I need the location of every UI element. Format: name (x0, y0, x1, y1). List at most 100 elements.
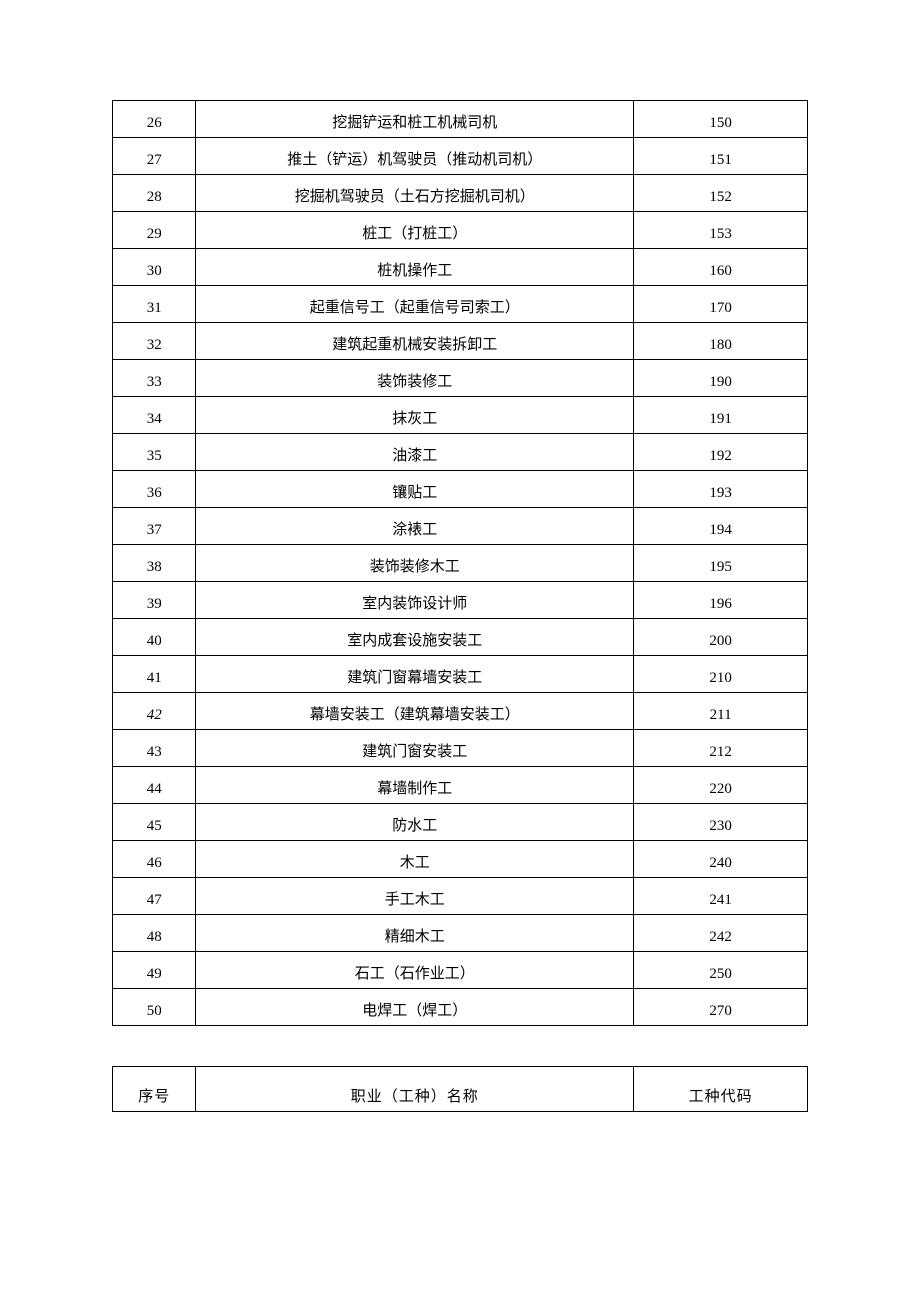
table-row: 32建筑起重机械安装拆卸工180 (113, 323, 808, 360)
table-row: 37涂裱工194 (113, 508, 808, 545)
cell-seq: 46 (113, 841, 196, 878)
cell-name: 油漆工 (196, 434, 634, 471)
occupation-table-header: 序号 职业（工种）名称 工种代码 (112, 1066, 808, 1112)
cell-name: 室内成套设施安装工 (196, 619, 634, 656)
cell-seq: 39 (113, 582, 196, 619)
cell-name: 抹灰工 (196, 397, 634, 434)
cell-code: 170 (634, 286, 808, 323)
document-page: 26挖掘铲运和桩工机械司机15027推土（铲运）机驾驶员（推动机司机）15128… (0, 0, 920, 1192)
cell-seq: 40 (113, 619, 196, 656)
table-row: 49石工（石作业工）250 (113, 952, 808, 989)
cell-code: 250 (634, 952, 808, 989)
header-row: 序号 职业（工种）名称 工种代码 (113, 1067, 808, 1112)
table-row: 35油漆工192 (113, 434, 808, 471)
cell-seq: 30 (113, 249, 196, 286)
table-row: 46木工240 (113, 841, 808, 878)
table-gap (112, 1026, 808, 1066)
cell-seq: 42 (113, 693, 196, 730)
cell-name: 幕墙安装工（建筑幕墙安装工） (196, 693, 634, 730)
cell-seq: 50 (113, 989, 196, 1026)
table-row: 38装饰装修木工195 (113, 545, 808, 582)
cell-name: 涂裱工 (196, 508, 634, 545)
table-row: 44幕墙制作工220 (113, 767, 808, 804)
cell-name: 挖掘铲运和桩工机械司机 (196, 101, 634, 138)
cell-seq: 33 (113, 360, 196, 397)
table-row: 50电焊工（焊工）270 (113, 989, 808, 1026)
cell-name: 建筑起重机械安装拆卸工 (196, 323, 634, 360)
cell-code: 212 (634, 730, 808, 767)
cell-name: 木工 (196, 841, 634, 878)
cell-name: 室内装饰设计师 (196, 582, 634, 619)
cell-code: 193 (634, 471, 808, 508)
cell-code: 192 (634, 434, 808, 471)
header-seq: 序号 (113, 1067, 196, 1112)
cell-seq: 38 (113, 545, 196, 582)
table-row: 28挖掘机驾驶员（土石方挖掘机司机）152 (113, 175, 808, 212)
table-row: 48精细木工242 (113, 915, 808, 952)
occupation-table-body: 26挖掘铲运和桩工机械司机15027推土（铲运）机驾驶员（推动机司机）15128… (112, 100, 808, 1026)
cell-name: 装饰装修木工 (196, 545, 634, 582)
table-row: 30桩机操作工160 (113, 249, 808, 286)
cell-name: 镶贴工 (196, 471, 634, 508)
cell-name: 装饰装修工 (196, 360, 634, 397)
cell-seq: 31 (113, 286, 196, 323)
cell-seq: 49 (113, 952, 196, 989)
cell-seq: 43 (113, 730, 196, 767)
cell-seq: 44 (113, 767, 196, 804)
table-row: 45防水工230 (113, 804, 808, 841)
cell-name: 手工木工 (196, 878, 634, 915)
cell-name: 推土（铲运）机驾驶员（推动机司机） (196, 138, 634, 175)
table-row: 27推土（铲运）机驾驶员（推动机司机）151 (113, 138, 808, 175)
cell-seq: 27 (113, 138, 196, 175)
cell-seq: 45 (113, 804, 196, 841)
cell-name: 建筑门窗幕墙安装工 (196, 656, 634, 693)
table-row: 29桩工（打桩工）153 (113, 212, 808, 249)
cell-name: 防水工 (196, 804, 634, 841)
table-row: 40室内成套设施安装工200 (113, 619, 808, 656)
cell-name: 幕墙制作工 (196, 767, 634, 804)
cell-seq: 37 (113, 508, 196, 545)
cell-code: 196 (634, 582, 808, 619)
cell-code: 191 (634, 397, 808, 434)
cell-seq: 28 (113, 175, 196, 212)
cell-name: 精细木工 (196, 915, 634, 952)
cell-name: 电焊工（焊工） (196, 989, 634, 1026)
cell-name: 石工（石作业工） (196, 952, 634, 989)
cell-seq: 26 (113, 101, 196, 138)
table-row: 47手工木工241 (113, 878, 808, 915)
cell-name: 建筑门窗安装工 (196, 730, 634, 767)
table-row: 36镶贴工193 (113, 471, 808, 508)
cell-seq: 47 (113, 878, 196, 915)
table-row: 34抹灰工191 (113, 397, 808, 434)
table-row: 33装饰装修工190 (113, 360, 808, 397)
cell-seq: 34 (113, 397, 196, 434)
header-code: 工种代码 (634, 1067, 808, 1112)
cell-code: 152 (634, 175, 808, 212)
cell-code: 240 (634, 841, 808, 878)
cell-code: 195 (634, 545, 808, 582)
cell-code: 242 (634, 915, 808, 952)
table-row: 43建筑门窗安装工212 (113, 730, 808, 767)
cell-name: 桩机操作工 (196, 249, 634, 286)
cell-code: 151 (634, 138, 808, 175)
cell-seq: 29 (113, 212, 196, 249)
cell-code: 150 (634, 101, 808, 138)
cell-code: 194 (634, 508, 808, 545)
header-name: 职业（工种）名称 (196, 1067, 634, 1112)
table-row: 42幕墙安装工（建筑幕墙安装工）211 (113, 693, 808, 730)
cell-seq: 36 (113, 471, 196, 508)
cell-code: 270 (634, 989, 808, 1026)
cell-code: 180 (634, 323, 808, 360)
cell-code: 230 (634, 804, 808, 841)
cell-code: 190 (634, 360, 808, 397)
cell-code: 241 (634, 878, 808, 915)
cell-code: 220 (634, 767, 808, 804)
cell-name: 桩工（打桩工） (196, 212, 634, 249)
cell-code: 211 (634, 693, 808, 730)
cell-name: 挖掘机驾驶员（土石方挖掘机司机） (196, 175, 634, 212)
table-row: 26挖掘铲运和桩工机械司机150 (113, 101, 808, 138)
table-row: 39室内装饰设计师196 (113, 582, 808, 619)
table-row: 41建筑门窗幕墙安装工210 (113, 656, 808, 693)
cell-seq: 32 (113, 323, 196, 360)
cell-seq: 35 (113, 434, 196, 471)
